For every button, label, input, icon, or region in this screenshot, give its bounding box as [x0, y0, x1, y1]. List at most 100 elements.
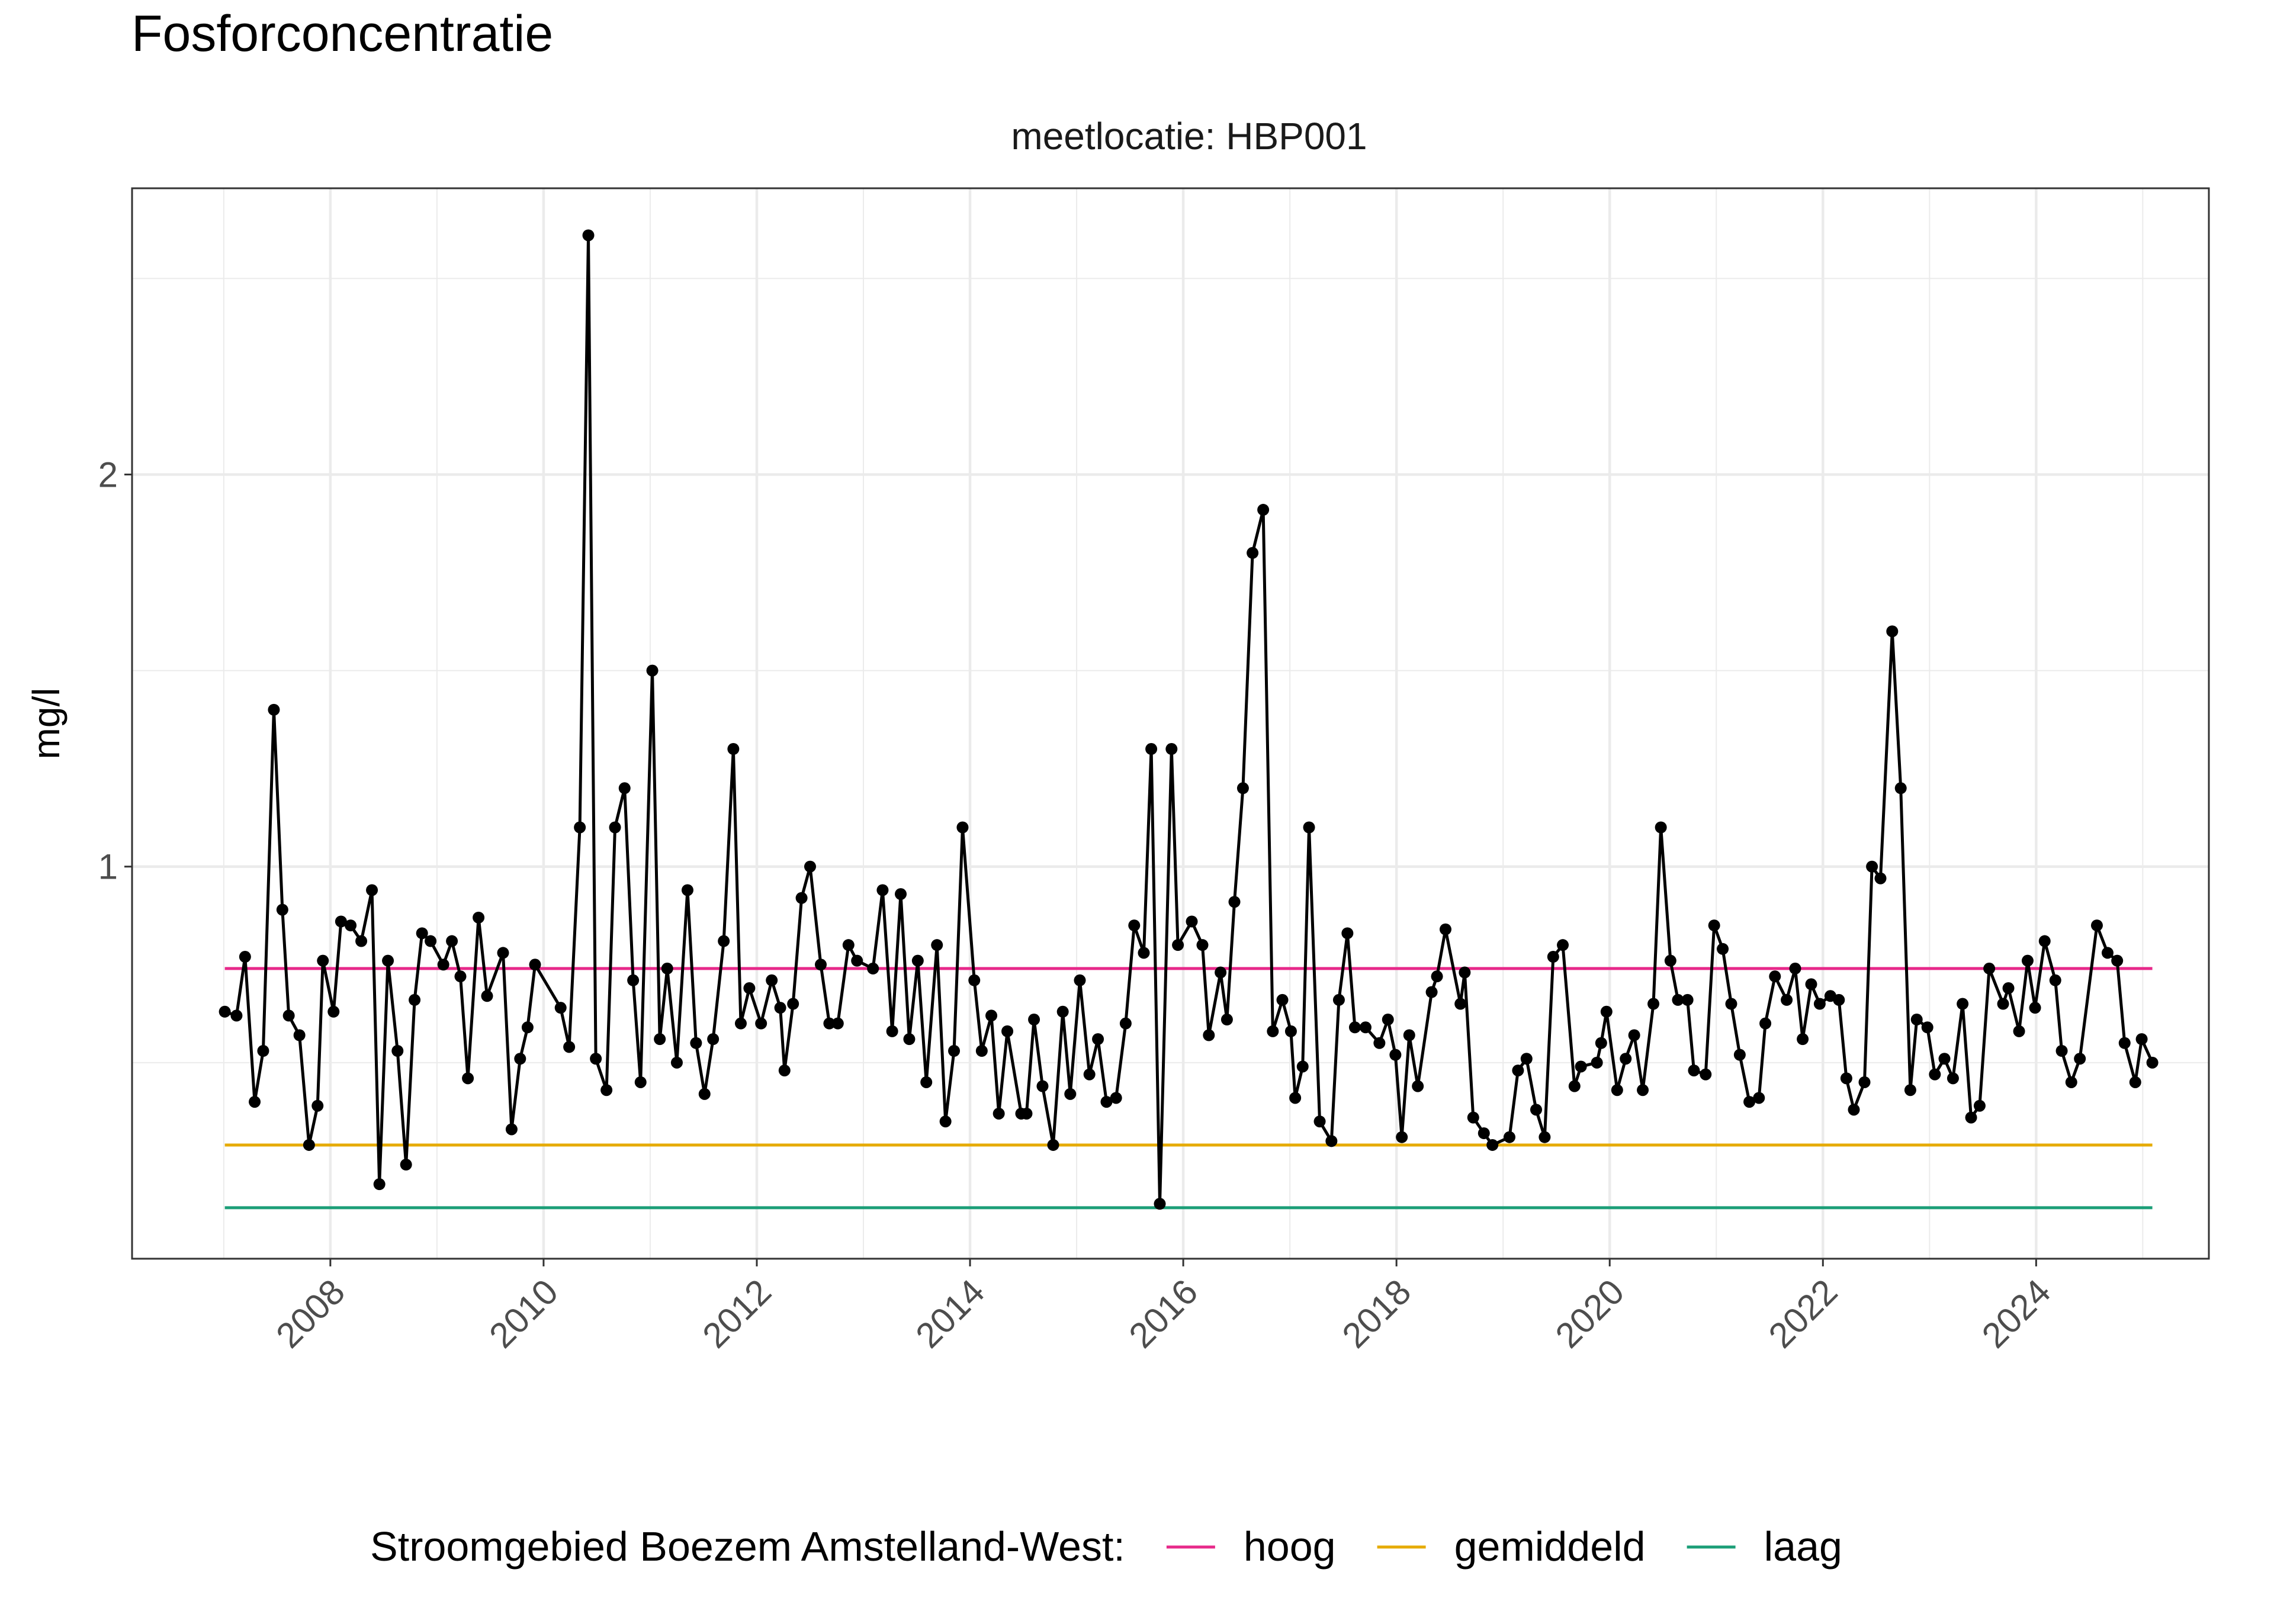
data-point [1600, 1005, 1613, 1018]
data-point [1866, 860, 1878, 873]
legend-label: hoog [1244, 1523, 1336, 1570]
data-point [1289, 1092, 1302, 1104]
data-point [1957, 998, 1969, 1010]
data-point [939, 1115, 952, 1128]
data-point [2029, 1002, 2041, 1014]
data-point [698, 1088, 711, 1100]
data-point [317, 954, 329, 967]
data-point [1725, 998, 1737, 1010]
data-point [1454, 998, 1467, 1010]
data-point [920, 1076, 933, 1088]
data-point [600, 1084, 613, 1096]
data-point [1267, 1025, 1279, 1037]
data-point [1833, 993, 1845, 1006]
data-point [1028, 1014, 1040, 1026]
data-point [416, 927, 428, 940]
data-point [2021, 954, 2034, 967]
data-point [1459, 966, 1471, 979]
data-point [1074, 974, 1086, 986]
data-point [1001, 1025, 1014, 1037]
data-point [609, 821, 621, 834]
legend-label: laag [1764, 1523, 1842, 1570]
data-point [2074, 1053, 2086, 1065]
data-point [473, 911, 485, 924]
data-point [1467, 1111, 1479, 1124]
legend-title: Stroomgebied Boezem Amstelland-West: [370, 1523, 1125, 1570]
data-point [1886, 625, 1899, 638]
data-point [886, 1025, 898, 1037]
data-point [931, 939, 943, 951]
data-point [661, 962, 673, 975]
data-point [1688, 1065, 1700, 1077]
data-point [366, 884, 378, 896]
data-point [1215, 966, 1227, 979]
data-point [1154, 1198, 1166, 1210]
data-point [1557, 939, 1569, 951]
data-point [2111, 954, 2124, 967]
data-point [1247, 546, 1259, 559]
data-point [774, 1002, 786, 1014]
data-point [2135, 1033, 2148, 1046]
data-point [462, 1072, 474, 1085]
data-point [1503, 1131, 1515, 1143]
data-point [814, 959, 827, 971]
data-point [282, 1009, 295, 1022]
data-point [521, 1021, 534, 1034]
data-point [1655, 821, 1667, 834]
data-point [1486, 1139, 1499, 1151]
data-point [239, 951, 251, 963]
data-point [842, 939, 855, 951]
data-point [1228, 896, 1241, 908]
data-point [795, 892, 808, 904]
data-point [1064, 1088, 1077, 1100]
data-point [425, 935, 437, 947]
data-point [1303, 821, 1315, 834]
data-point [373, 1178, 386, 1191]
data-point [1717, 943, 1729, 955]
data-point [985, 1009, 998, 1022]
data-point [249, 1096, 261, 1108]
data-point [618, 782, 631, 795]
data-point [1092, 1033, 1104, 1046]
data-point [787, 998, 799, 1010]
data-point [391, 1044, 404, 1057]
data-point [1203, 1029, 1215, 1041]
data-point [454, 970, 467, 983]
data-point [2065, 1076, 2077, 1088]
data-point [1965, 1111, 1977, 1124]
data-point [409, 993, 421, 1006]
data-point [1664, 954, 1676, 967]
data-point [1611, 1084, 1623, 1096]
data-point [903, 1033, 916, 1046]
data-point [1904, 1084, 1916, 1096]
data-point [867, 962, 879, 975]
data-point [1128, 919, 1141, 932]
data-point [718, 935, 730, 947]
data-point [1672, 993, 1684, 1006]
data-point [1759, 1017, 1772, 1030]
data-point [382, 954, 394, 967]
data-point [268, 703, 280, 716]
data-point [1753, 1092, 1765, 1104]
data-point [1403, 1029, 1415, 1041]
data-point [681, 884, 693, 896]
data-point [1840, 1072, 1852, 1085]
data-point [876, 884, 889, 896]
data-point [755, 1017, 767, 1030]
data-point [1478, 1127, 1490, 1140]
data-point [1813, 998, 1826, 1010]
data-point [1373, 1037, 1386, 1049]
data-point [2101, 947, 2114, 959]
data-point [1743, 1096, 1756, 1108]
data-point [1637, 1084, 1649, 1096]
data-point [1769, 970, 1781, 983]
y-tick-label: 1 [98, 847, 118, 887]
data-point [1520, 1053, 1533, 1065]
data-point [1848, 1104, 1860, 1116]
data-point [1628, 1029, 1640, 1041]
data-point [634, 1076, 647, 1088]
plot-border [131, 187, 2210, 1260]
data-point [1539, 1131, 1551, 1143]
data-point [1172, 939, 1184, 951]
